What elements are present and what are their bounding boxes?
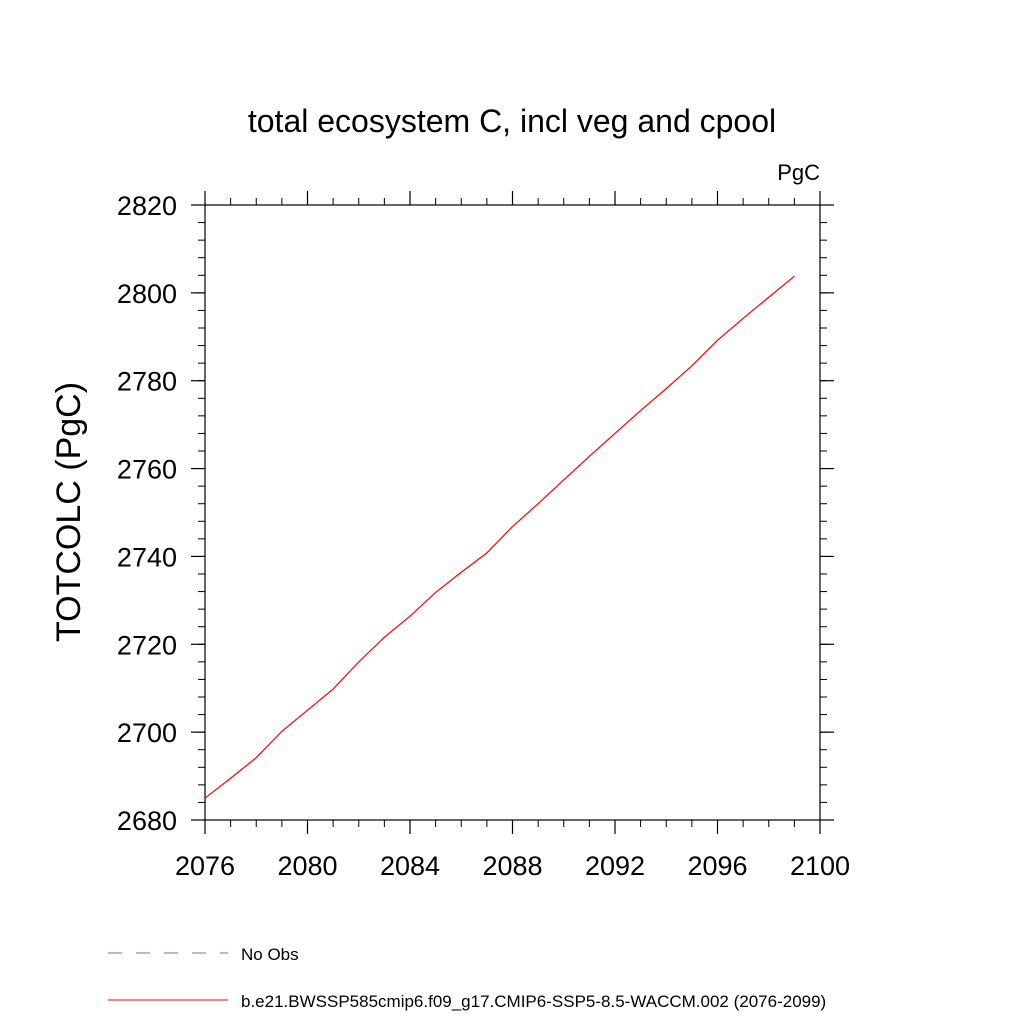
x-tick-label: 2096: [687, 851, 747, 881]
y-axis-label: TOTCOLC (PgC): [50, 382, 88, 642]
chart-units-label: PgC: [777, 160, 820, 185]
y-tick-label: 2780: [117, 367, 177, 397]
plot-frame: [204, 204, 821, 821]
chart-title: total ecosystem C, incl veg and cpool: [248, 103, 776, 139]
legend-label: b.e21.BWSSP585cmip6.f09_g17.CMIP6-SSP5-8…: [241, 992, 826, 1011]
x-tick-label: 2092: [585, 851, 645, 881]
y-tick-label: 2760: [117, 455, 177, 485]
series-line-0: [204, 275, 795, 799]
x-tick-label: 2100: [790, 851, 850, 881]
y-tick-label: 2820: [117, 191, 177, 221]
x-tick-label: 2084: [380, 851, 440, 881]
x-tick-label: 2088: [482, 851, 542, 881]
y-tick-label: 2800: [117, 279, 177, 309]
x-tick-label: 2080: [277, 851, 337, 881]
y-tick-label: 2680: [117, 806, 177, 836]
y-tick-label: 2720: [117, 630, 177, 660]
y-tick-label: 2700: [117, 718, 177, 748]
plot-area: 2680 2700 2720 2740 2760 2780 2800 2820 2076 2080…: [117, 191, 850, 881]
y-tick-label: 2740: [117, 542, 177, 572]
legend: No Obs b.e21.BWSSP585cmip6.f09_g17.CMIP6-…: [108, 945, 826, 1011]
legend-label: No Obs: [241, 945, 299, 964]
x-tick-label: 2076: [175, 851, 235, 881]
